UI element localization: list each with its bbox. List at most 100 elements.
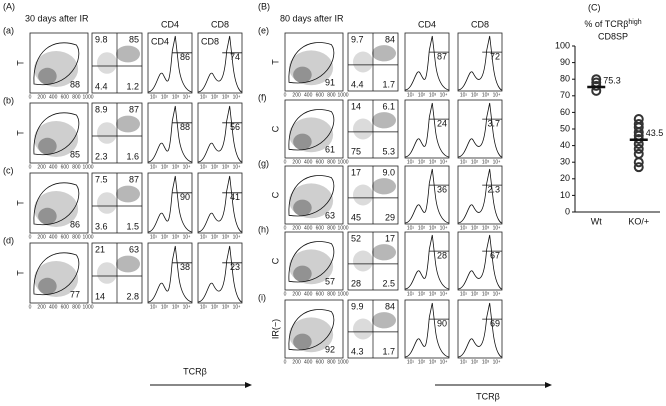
tick-label: 1000 <box>82 94 93 100</box>
cell-cloud <box>353 51 373 73</box>
tick-label: 10² <box>161 234 169 240</box>
tick-label: 10⁴ <box>493 291 501 297</box>
histogram-value: 2.3 <box>487 185 500 195</box>
cell-cloud <box>97 52 117 74</box>
tick-label: 200 <box>37 304 46 310</box>
quadrant-value: 85 <box>129 34 139 44</box>
cell-cloud <box>97 192 117 214</box>
plot-frame <box>457 299 503 359</box>
panel-subtitle: 30 days after IR <box>25 13 89 23</box>
gate-value: 88 <box>70 79 80 89</box>
plot-frame <box>29 32 89 94</box>
quadrant-value: 14 <box>95 291 105 301</box>
tick-label: 10³ <box>222 94 230 100</box>
row-label: (i) <box>258 292 266 302</box>
histogram-value: 90 <box>437 319 447 329</box>
tick-label: 10¹ <box>460 225 468 231</box>
tick-label: 400 <box>304 225 313 231</box>
mean-label: 43.5 <box>646 128 664 138</box>
dot <box>633 127 644 138</box>
histogram-label: CD8 <box>201 36 219 46</box>
tick-label: 10³ <box>172 304 180 310</box>
tick-label: 10¹ <box>460 92 468 98</box>
plot-frame <box>457 99 503 159</box>
tick-label: 10¹ <box>407 225 415 231</box>
tick-label: 10² <box>471 92 479 98</box>
quadrant-value: 9.9 <box>351 301 364 311</box>
cell-cloud <box>372 178 396 195</box>
row-label: (h) <box>258 224 269 234</box>
tick-label: 1000 <box>337 225 348 231</box>
histogram-value: 56 <box>230 122 240 132</box>
tick-label: 10⁴ <box>440 92 448 98</box>
tick-label: 10¹ <box>460 359 468 365</box>
y-axis-label: C <box>270 191 280 198</box>
gate-value: 86 <box>70 219 80 229</box>
gate <box>33 252 80 296</box>
histogram-value: 72 <box>490 52 500 62</box>
tick-label: 10¹ <box>407 159 415 165</box>
tick-label: 10³ <box>172 164 180 170</box>
y-axis-label: IR(−) <box>270 319 280 339</box>
y-tick-label: 10 <box>560 190 570 200</box>
row-label: (f) <box>258 92 267 102</box>
quadrant-value: 63 <box>129 244 139 254</box>
plot-frame <box>404 165 450 225</box>
histogram <box>457 168 503 224</box>
tick-label: 10³ <box>429 225 437 231</box>
y-axis-label: T <box>15 270 25 276</box>
tick-label: 0 <box>29 164 32 170</box>
tick-label: 400 <box>49 94 58 100</box>
cell-cloud <box>353 250 373 272</box>
plot-frame <box>404 231 450 291</box>
histogram-label: CD4 <box>151 36 169 46</box>
cell-cloud <box>372 244 396 261</box>
column-header: CD8 <box>471 19 489 29</box>
tick-label: 10² <box>418 92 426 98</box>
row-label: (g) <box>258 158 269 168</box>
histogram <box>147 35 193 93</box>
panel-subtitle: 80 days after IR <box>280 13 344 23</box>
tick-label: 600 <box>61 304 70 310</box>
arrow-head <box>545 382 552 388</box>
tick-label: 10² <box>211 164 219 170</box>
tick-label: 200 <box>37 164 46 170</box>
tick-label: 800 <box>327 159 336 165</box>
histogram <box>404 302 450 358</box>
quadrant-value: 75 <box>351 146 361 156</box>
plot-frame <box>457 32 503 92</box>
dot <box>633 157 644 168</box>
gate-value: 61 <box>325 144 335 154</box>
tick-label: 600 <box>316 359 325 365</box>
tick-label: 10² <box>211 304 219 310</box>
tick-label: 800 <box>72 304 81 310</box>
tick-label: 10¹ <box>200 234 208 240</box>
quadrant-value: 84 <box>385 301 395 311</box>
histogram <box>404 234 450 290</box>
cell-cloud <box>116 115 140 133</box>
tick-label: 10¹ <box>407 92 415 98</box>
gate <box>288 42 335 84</box>
tick-label: 400 <box>304 159 313 165</box>
tick-label: 10⁴ <box>493 225 501 231</box>
plot-frame <box>457 231 503 291</box>
tick-label: 400 <box>304 359 313 365</box>
histogram-value: 74 <box>230 52 240 62</box>
y-tick-label: 60 <box>560 107 570 117</box>
dot <box>633 162 644 173</box>
row-label: (e) <box>258 25 269 35</box>
tick-label: 400 <box>49 234 58 240</box>
gate-value: 77 <box>70 289 80 299</box>
tick-label: 10² <box>161 164 169 170</box>
tick-label: 10³ <box>482 359 490 365</box>
tick-label: 10² <box>471 225 479 231</box>
tick-label: 600 <box>61 94 70 100</box>
quadrant-value: 9.7 <box>351 34 364 44</box>
histogram <box>404 102 450 158</box>
tick-label: 10³ <box>482 291 490 297</box>
cell-core <box>293 133 312 150</box>
tick-label: 10² <box>161 94 169 100</box>
tick-label: 800 <box>72 94 81 100</box>
histogram-value: 88 <box>180 122 190 132</box>
quadrant-value: 4.4 <box>351 79 364 89</box>
